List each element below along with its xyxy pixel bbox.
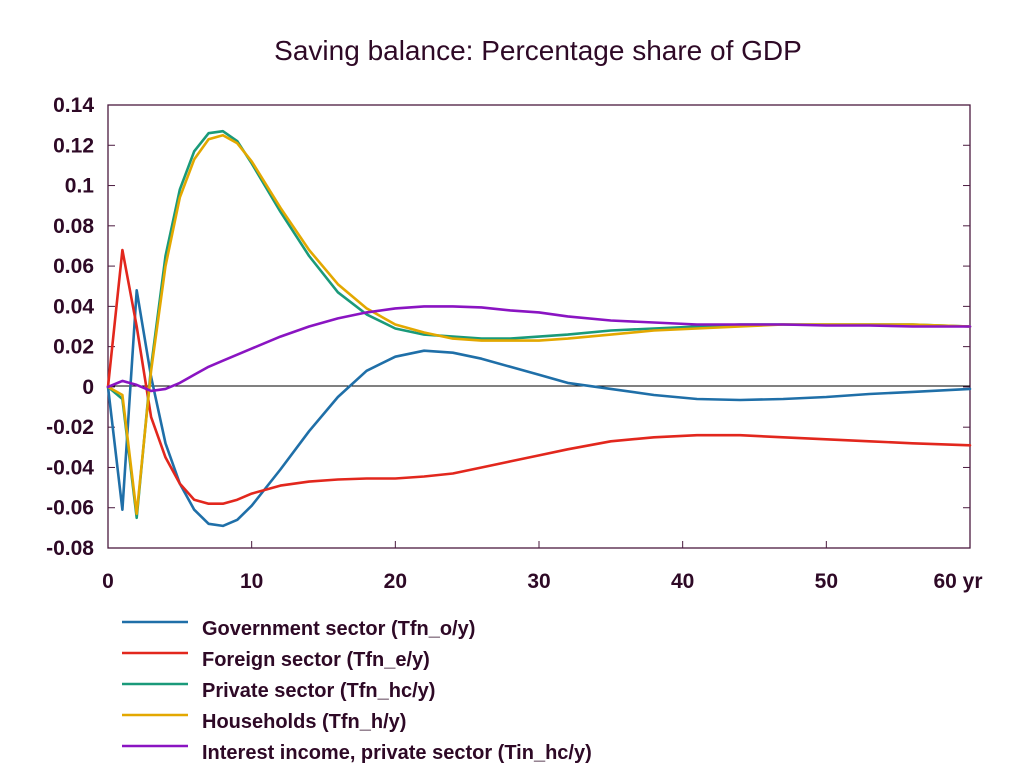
legend-label-1: Government sector (Tfn_o/y): [202, 618, 475, 640]
y-tick-label: 0.06: [53, 255, 94, 278]
x-tick-label: 10: [240, 570, 263, 593]
x-tick-label: 40: [671, 570, 694, 593]
legend-label-3: Private sector (Tfn_hc/y): [202, 680, 435, 702]
series-line-4: [106, 133, 972, 516]
y-tick-label: 0.1: [65, 175, 95, 198]
legend-label-5: Interest income, private sector (Tin_hc/…: [202, 742, 592, 764]
y-tick-label: -0.04: [46, 456, 94, 479]
y-tick-label: -0.08: [46, 537, 94, 560]
y-tick-label: 0.04: [53, 295, 94, 318]
x-tick-label: 30: [527, 570, 550, 593]
series-line-2: [106, 248, 972, 505]
y-tick-label: 0.12: [53, 134, 94, 157]
x-tick-label: 50: [815, 570, 838, 593]
y-tick-label: -0.06: [46, 497, 94, 520]
y-tick-label: -0.02: [46, 416, 94, 439]
x-tick-label: 60 yr: [933, 570, 982, 593]
series-lines: [106, 129, 972, 528]
legend-label-4: Households (Tfn_h/y): [202, 711, 406, 733]
series-line-5: [106, 305, 972, 393]
y-tick-label: 0.02: [53, 336, 94, 359]
y-tick-label: 0: [82, 376, 94, 399]
y-axis: -0.08 -0.06 -0.04 -0.02 0 0.02 0.04 0.06 0.08 0.1…: [46, 94, 970, 560]
y-tick-label: 0.14: [53, 94, 94, 117]
x-tick-label: 0: [102, 570, 114, 593]
y-tick-label: 0.08: [53, 215, 94, 238]
x-tick-label: 20: [384, 570, 407, 593]
x-axis: 0 10 20 30 40 50 60 yr: [102, 541, 983, 593]
legend-label-2: Foreign sector (Tfn_e/y): [202, 649, 430, 671]
legend: Government sector (Tfn_o/y) Foreign secto…: [122, 618, 592, 764]
chart-title: Saving balance: Percentage share of GDP: [274, 35, 802, 66]
